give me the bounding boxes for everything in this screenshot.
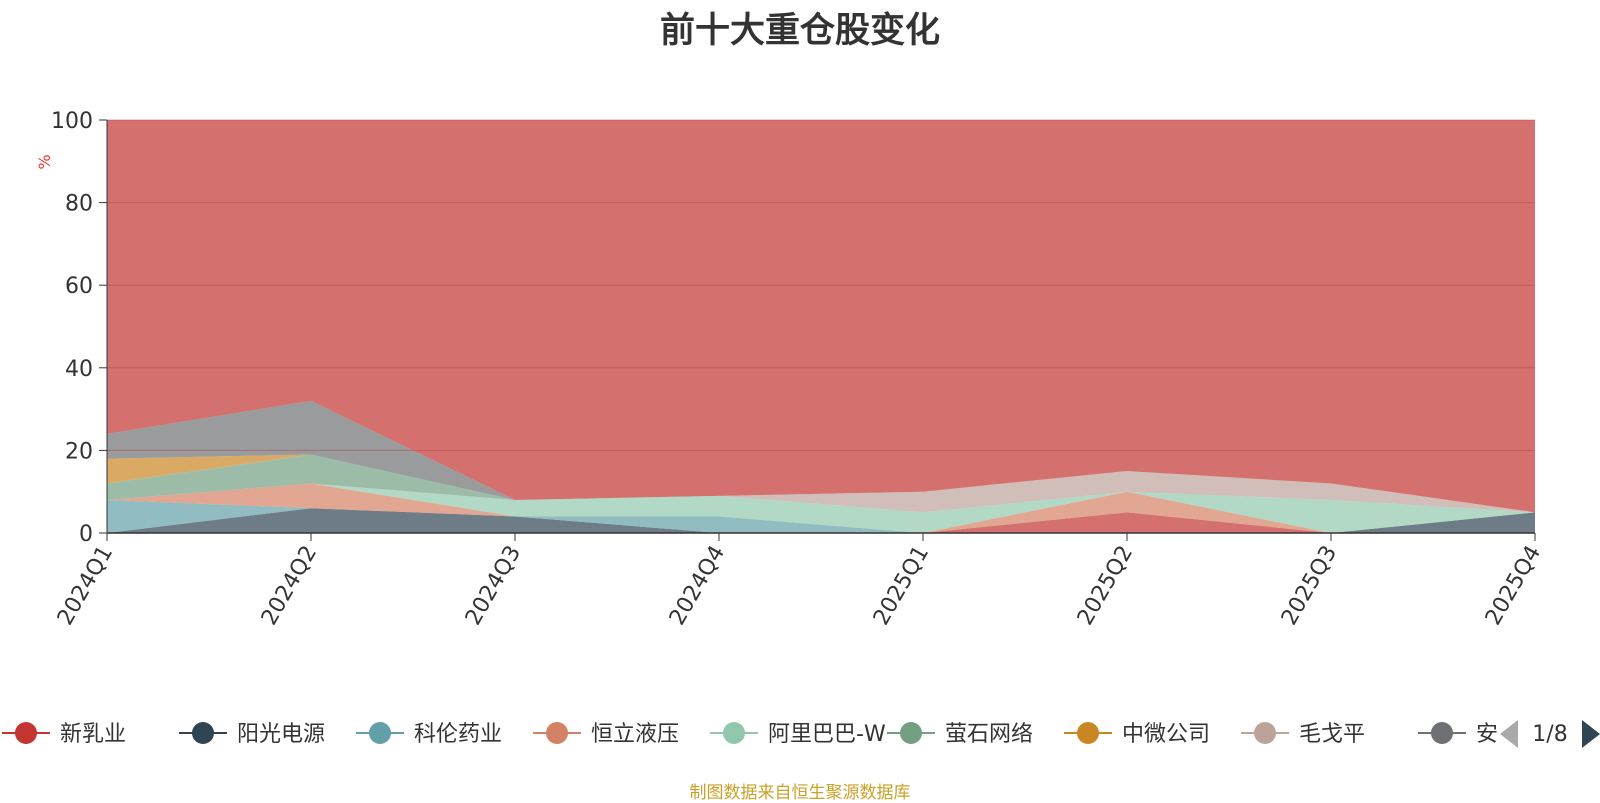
- area-series-6: [107, 454, 1535, 513]
- legend-item-0[interactable]: 新乳业: [2, 722, 126, 747]
- legend-item-1[interactable]: 阳光电源: [179, 722, 325, 747]
- x-tick-label: 2025Q3: [1277, 542, 1342, 630]
- legend-label: 新乳业: [60, 722, 126, 747]
- legend-marker: [1077, 722, 1099, 744]
- x-tick-label: 2024Q4: [665, 542, 730, 630]
- legend-marker: [546, 722, 568, 744]
- x-tick-label: 2025Q1: [869, 542, 934, 630]
- legend-marker: [723, 722, 745, 744]
- area-series-3: [107, 483, 1535, 533]
- area-series-8: [107, 400, 1535, 513]
- y-tick-label: 0: [79, 522, 93, 547]
- legend-item-2[interactable]: 科伦药业: [356, 722, 502, 747]
- x-tick-label: 2025Q4: [1481, 542, 1546, 630]
- legend-marker: [1254, 722, 1276, 744]
- legend-marker: [369, 722, 391, 744]
- legend-label: 毛戈平: [1299, 722, 1365, 747]
- legend-item-8[interactable]: 安: [1418, 722, 1498, 747]
- chart-title: 前十大重仓股变化: [659, 11, 940, 51]
- legend-page-indicator: 1/8: [1532, 722, 1567, 747]
- legend-marker: [900, 722, 922, 744]
- legend-item-3[interactable]: 恒立液压: [533, 722, 679, 747]
- y-tick-label: 100: [51, 109, 93, 134]
- area-series-1: [107, 508, 1535, 533]
- x-tick-label: 2024Q2: [257, 542, 322, 630]
- legend-item-6[interactable]: 中微公司: [1064, 722, 1210, 747]
- legend-marker: [1431, 722, 1453, 744]
- y-tick-label: 20: [65, 439, 93, 464]
- legend-label: 萤石网络: [945, 722, 1033, 747]
- area-layer: [107, 120, 1535, 533]
- legend-label: 科伦药业: [414, 722, 502, 747]
- legend-label: 恒立液压: [591, 722, 679, 747]
- y-tick-label: 40: [65, 357, 93, 382]
- area-series-2: [107, 499, 1535, 533]
- area-top: [107, 120, 1535, 513]
- y-tick-label: 80: [65, 192, 93, 217]
- source-note: 制图数据来自恒生聚源数据库: [689, 783, 911, 803]
- legend-label: 阳光电源: [237, 722, 325, 747]
- legend-marker: [15, 722, 37, 744]
- area-series-5: [107, 454, 1535, 513]
- area-series-7: [107, 454, 1535, 513]
- area-series-0: [107, 512, 1535, 533]
- legend-item-7[interactable]: 毛戈平: [1241, 722, 1365, 747]
- x-tick-label: 2024Q1: [53, 542, 118, 630]
- y-tick-label: 60: [65, 274, 93, 299]
- legend-marker: [192, 722, 214, 744]
- legend-prev-icon[interactable]: [1500, 720, 1518, 748]
- legend-label: 阿里巴巴-W: [768, 722, 886, 747]
- legend-item-5[interactable]: 萤石网络: [887, 722, 1033, 747]
- legend-label: 中微公司: [1122, 722, 1210, 747]
- gridlines: [107, 119, 1535, 451]
- y-axis-label: %: [35, 154, 54, 169]
- x-tick-label: 2025Q2: [1073, 542, 1138, 630]
- legend-next-icon[interactable]: [1582, 720, 1600, 748]
- x-tick-label: 2024Q3: [461, 542, 526, 630]
- legend: 新乳业 阳光电源 科伦药业 恒立液压 阿里巴巴-W 萤石网络 中微公司 毛戈平 安 1/8: [2, 720, 1600, 748]
- legend-label: 安: [1476, 722, 1498, 747]
- legend-item-4[interactable]: 阿里巴巴-W: [710, 722, 886, 747]
- area-series-4: [107, 483, 1535, 533]
